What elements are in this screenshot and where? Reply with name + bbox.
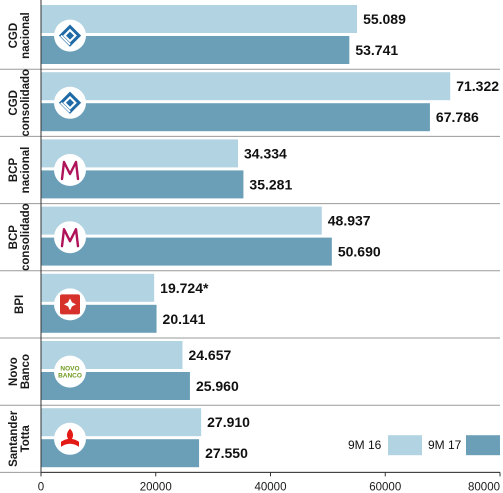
x-tick-label: 80000 <box>468 481 500 493</box>
legend-label-9m16: 9M 16 <box>348 438 382 452</box>
category-label: CGDnacional <box>8 12 32 59</box>
value-label-9m16: 55.089 <box>363 11 406 27</box>
value-label-9m16: 24.657 <box>188 347 231 363</box>
cgd-icon <box>58 91 82 114</box>
legend-swatch-9m16 <box>388 435 422 456</box>
bar-9m16 <box>41 5 358 33</box>
bar-9m16 <box>41 206 322 235</box>
bar-9m16 <box>41 72 451 101</box>
category-label: BPI <box>14 295 26 314</box>
svg-text:BANCO: BANCO <box>58 373 82 380</box>
x-tick-label: 60000 <box>369 481 401 493</box>
value-label-9m17: 67.786 <box>436 109 479 125</box>
svg-text:NOVO: NOVO <box>60 366 79 373</box>
bcp-icon <box>60 160 80 181</box>
bank-group: CGDconsolidado 71.322 67.786 <box>0 69 500 137</box>
bcp-icon <box>60 228 80 248</box>
bank-group: BPI 19.724* 20.141 <box>0 273 500 339</box>
category-label: CGDconsolidado <box>8 69 32 137</box>
value-label-9m17: 35.281 <box>249 176 292 192</box>
value-label-9m17: 20.141 <box>163 311 206 327</box>
bpi-icon <box>60 294 80 315</box>
bar-9m17 <box>41 237 332 266</box>
logo-circle <box>54 154 86 186</box>
santander-icon <box>61 428 79 447</box>
value-label-9m16: 19.724* <box>160 280 209 296</box>
category-label: SantanderTotta <box>8 410 32 467</box>
category-label: BCPconsolidado <box>8 203 32 271</box>
logo-circle <box>54 355 86 388</box>
category-label: NovoBanco <box>8 354 32 389</box>
logo-circle <box>54 221 86 254</box>
category-label: BCPnacional <box>8 147 32 194</box>
value-label-9m16: 48.937 <box>328 213 371 229</box>
value-label-9m17: 53.741 <box>355 42 398 58</box>
x-tick-label: 0 <box>38 481 44 493</box>
legend-swatch-9m17 <box>466 435 500 456</box>
legend: 9M 16 9M 17 <box>348 435 500 456</box>
bar-9m17 <box>41 103 430 132</box>
value-label-9m16: 27.910 <box>207 414 250 430</box>
value-label-9m17: 27.550 <box>205 445 248 461</box>
bank-group: BCPconsolidado 48.937 50.690 <box>0 203 500 272</box>
x-tick-label: 40000 <box>255 481 287 493</box>
value-label-9m16: 34.334 <box>244 145 287 161</box>
bank-group: CGDnacional 55.089 53.741 <box>0 5 500 70</box>
legend-label-9m17: 9M 17 <box>428 438 462 452</box>
value-label-9m17: 50.690 <box>338 244 381 260</box>
value-label-9m17: 25.960 <box>196 378 239 394</box>
x-tick-label: 20000 <box>140 481 172 493</box>
bank-group: BCPnacional 34.334 35.281 <box>0 139 500 205</box>
bar-9m17 <box>41 36 350 64</box>
bank-group: SantanderTotta 27.910 27.550 <box>0 408 500 473</box>
cgd-icon <box>58 24 82 47</box>
value-label-9m16: 71.322 <box>456 78 499 94</box>
